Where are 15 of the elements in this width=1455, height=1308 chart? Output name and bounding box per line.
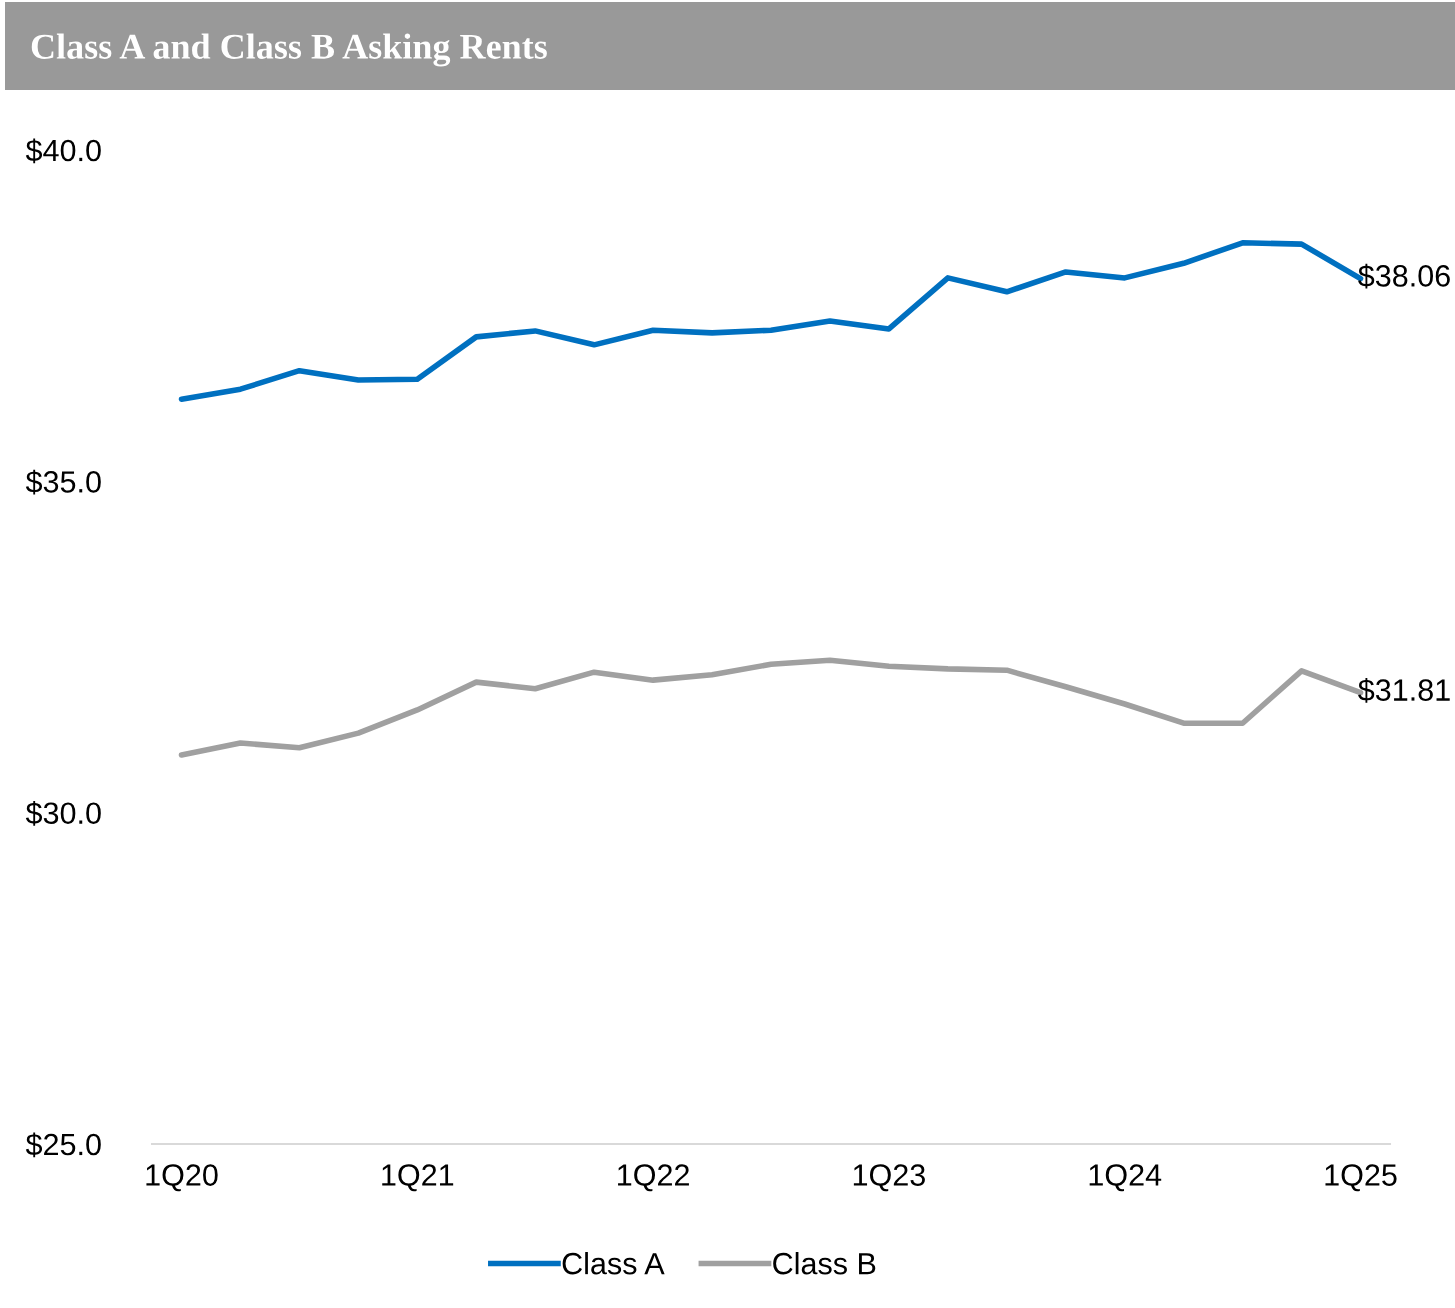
x-tick-label: 1Q20 — [146, 1164, 218, 1192]
data-label: $31.81 — [1358, 678, 1450, 703]
y-tick-label: $40.0 — [25, 138, 101, 164]
x-tick-label: 1Q25 — [1325, 1164, 1397, 1192]
y-tick-label: $30.0 — [25, 801, 101, 826]
chart-title: Class A and Class B Asking Rents — [31, 33, 547, 67]
y-tick-label: $25.0 — [25, 1132, 101, 1158]
data-label: $38.06 — [1358, 263, 1450, 289]
x-tick-label: 1Q21 — [382, 1164, 454, 1192]
y-tick-label: $35.0 — [25, 469, 101, 495]
x-tick-label: 1Q23 — [853, 1164, 925, 1192]
legend-label: Class B — [773, 1252, 876, 1275]
legend-label: Class A — [562, 1252, 665, 1275]
x-tick-label: 1Q24 — [1089, 1164, 1162, 1192]
x-tick-label: 1Q22 — [618, 1164, 689, 1192]
